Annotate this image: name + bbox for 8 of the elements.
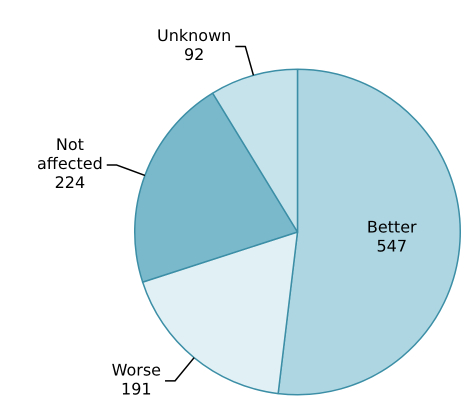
data-label: 92	[184, 45, 204, 64]
data-label: 224	[54, 173, 86, 192]
slice-label: Worse	[112, 360, 162, 380]
slice-label: Unknown	[157, 26, 232, 46]
data-label: 191	[121, 379, 152, 398]
slice-label: Better	[366, 217, 418, 236]
slice-label: Not affected	[37, 135, 103, 174]
data-label: 547	[376, 236, 407, 256]
